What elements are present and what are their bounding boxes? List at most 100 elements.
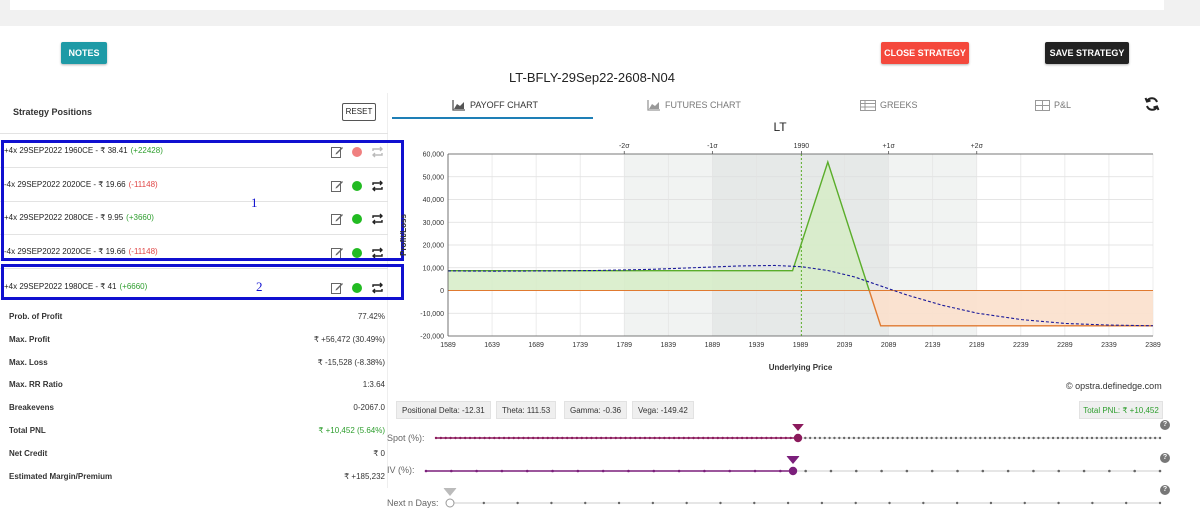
slider-step-dot [585, 436, 588, 440]
area-chart-icon [452, 100, 465, 111]
greek-vega: Vega: -149.42 [632, 401, 694, 419]
help-icon[interactable]: ? [1160, 453, 1170, 463]
x-tick-label: 1989 [793, 342, 809, 349]
tab-label: P&L [1054, 100, 1072, 110]
swap-icon[interactable] [371, 282, 384, 294]
notes-button[interactable]: NOTES [61, 42, 107, 64]
slider-value-pin [443, 488, 457, 496]
refresh-icon[interactable] [1144, 96, 1160, 112]
tab-futures-chart[interactable]: FUTURES CHART [647, 92, 777, 119]
loss-area [869, 290, 1153, 326]
stat-label: Breakevens [9, 403, 54, 413]
status-dot-icon[interactable] [352, 147, 362, 157]
slider-step-dot [575, 436, 579, 440]
next-days-slider[interactable]: 0 [420, 488, 1165, 514]
slider-step-dot [692, 436, 695, 440]
slider-step-dot [774, 436, 778, 440]
edit-icon[interactable] [331, 213, 343, 225]
slider-step-dot [1081, 436, 1084, 440]
slider-step-dot [444, 436, 447, 440]
row-divider [0, 167, 388, 168]
slider-step-dot [1129, 436, 1133, 440]
y-tick-label: 50,000 [423, 174, 445, 181]
slider-step-dot [682, 436, 686, 440]
slider-step-dot [956, 469, 959, 473]
slider-step-dot [1139, 436, 1142, 440]
slider-step-dot [677, 436, 681, 440]
help-icon[interactable]: ? [1160, 485, 1170, 495]
slider-step-dot [1047, 436, 1050, 440]
stat-row: Max. Profit ₹ +56,472 (30.49%) [9, 333, 385, 347]
slider-step-dot [1095, 436, 1099, 440]
swap-icon[interactable] [371, 213, 384, 225]
sigma-label: +1σ [882, 143, 895, 150]
slider-step-dot [685, 501, 688, 505]
status-dot-icon[interactable] [352, 214, 362, 224]
stat-value: ₹ 0 [373, 448, 385, 458]
x-axis-label: Underlying Price [769, 363, 833, 372]
slider-handle[interactable] [788, 466, 798, 476]
edit-icon[interactable] [331, 180, 343, 192]
status-dot-icon[interactable] [352, 248, 362, 258]
tab-label: PAYOFF CHART [470, 100, 539, 110]
slider-handle[interactable] [445, 498, 455, 508]
slider-step-dot [703, 469, 706, 473]
iv-slider-label: IV (%): [387, 465, 415, 475]
x-tick-label: 2139 [925, 342, 941, 349]
slider-step-dot [1003, 436, 1006, 440]
slider-step-dot [804, 469, 807, 473]
slider-value: 0 [796, 424, 800, 425]
spot-slider-label: Spot (%): [387, 433, 425, 443]
status-dot-icon[interactable] [352, 283, 362, 293]
strategy-title: LT-BFLY-29Sep22-2608-N04 [509, 70, 675, 85]
stat-label: Prob. of Profit [9, 312, 63, 321]
tab-pnl[interactable]: P&L [1035, 92, 1095, 119]
slider-step-dot [600, 436, 603, 440]
chart-title: LT [773, 120, 787, 134]
slider-step-dot [949, 436, 953, 440]
swap-icon[interactable] [371, 180, 384, 192]
slider-handle[interactable] [793, 433, 803, 443]
swap-icon[interactable] [371, 247, 384, 259]
greek-gamma: Gamma: -0.36 [564, 401, 628, 419]
help-icon[interactable]: ? [1160, 420, 1170, 430]
slider-step-dot [527, 436, 530, 440]
swap-icon[interactable] [371, 146, 384, 158]
slider-step-dot [493, 436, 496, 440]
slider-step-dot [886, 436, 890, 440]
tab-label: GREEKS [880, 100, 918, 110]
slider-step-dot [760, 436, 763, 440]
edit-icon[interactable] [331, 146, 343, 158]
slider-step-dot [847, 436, 851, 440]
position-row: -4x 29SEP2022 2020CE - ₹ 19.66 (-11148) [4, 175, 394, 195]
slider-step-dot [945, 436, 948, 440]
edit-icon[interactable] [331, 282, 343, 294]
iv-slider[interactable]: 0 [420, 456, 1165, 486]
sigma-label: -2σ [619, 143, 630, 150]
x-tick-label: 2389 [1145, 342, 1161, 349]
slider-step-dot [516, 501, 519, 505]
save-strategy-button[interactable]: SAVE STRATEGY [1045, 42, 1129, 64]
tab-greeks[interactable]: GREEKS [860, 92, 960, 119]
slider-step-dot [1082, 469, 1086, 473]
x-tick-label: 1789 [616, 342, 632, 349]
next-days-slider-label: Next n Days: [387, 498, 439, 508]
slider-step-dot [1133, 469, 1136, 473]
top-band [0, 0, 1200, 26]
slider-step-dot [627, 469, 630, 473]
slider-step-dot [813, 436, 817, 440]
spot-slider[interactable]: 0 [420, 424, 1165, 454]
stat-label: Total PNL [9, 426, 46, 435]
slider-step-dot [1108, 469, 1111, 473]
x-tick-label: 1739 [572, 342, 588, 349]
slider-step-dot [854, 469, 858, 473]
status-dot-icon[interactable] [352, 181, 362, 191]
slider-step-dot [833, 436, 836, 440]
slider-step-dot [668, 436, 671, 440]
reset-button[interactable]: RESET [342, 103, 376, 121]
payoff-chart[interactable]: -20,000 -10,000 0 10,000 20,000 30,000 40,000 5… [392, 134, 1166, 380]
slider-step-dot [672, 436, 676, 440]
sigma-label: +2σ [971, 143, 984, 150]
close-strategy-button[interactable]: CLOSE STRATEGY [881, 42, 969, 64]
tab-payoff-chart[interactable]: PAYOFF CHART [392, 92, 593, 119]
